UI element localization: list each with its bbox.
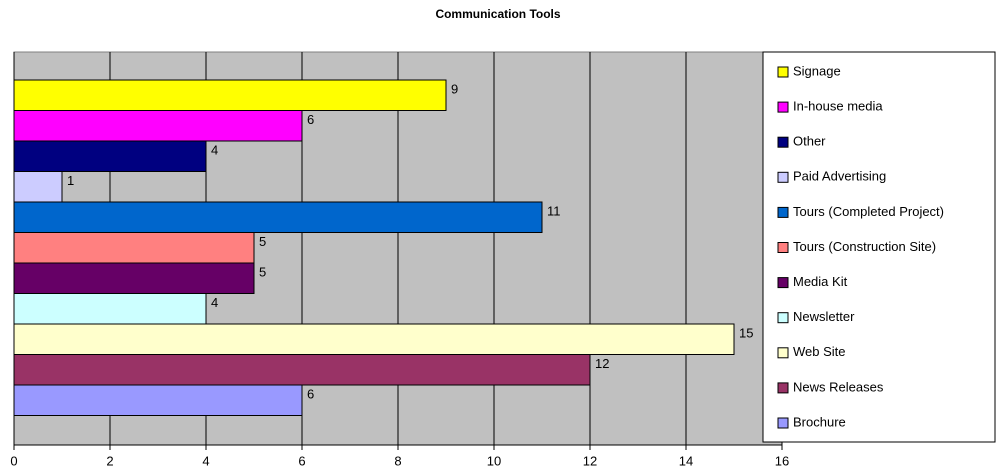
legend-label: Web Site bbox=[793, 344, 846, 359]
x-tick-label: 16 bbox=[775, 453, 789, 468]
legend-label: Newsletter bbox=[793, 309, 855, 324]
legend-label: Tours (Completed Project) bbox=[793, 204, 944, 219]
chart-title: Communication Tools bbox=[435, 7, 560, 21]
data-label: 4 bbox=[211, 142, 218, 157]
bar bbox=[13, 262, 255, 294]
data-label: 4 bbox=[211, 295, 218, 310]
bar bbox=[13, 354, 591, 386]
bar bbox=[13, 232, 255, 264]
data-label: 12 bbox=[595, 356, 609, 371]
legend-swatch bbox=[777, 242, 789, 253]
x-tick-label: 8 bbox=[394, 453, 401, 468]
bar bbox=[13, 171, 63, 203]
legend-swatch bbox=[777, 136, 789, 148]
bar bbox=[13, 140, 207, 172]
legend-swatch bbox=[777, 101, 789, 113]
data-label: 6 bbox=[307, 112, 314, 127]
bar bbox=[13, 201, 543, 233]
legend bbox=[762, 51, 996, 443]
bar bbox=[13, 110, 303, 142]
legend-swatch bbox=[777, 66, 789, 78]
bar bbox=[13, 384, 303, 416]
legend-swatch bbox=[777, 347, 789, 359]
legend-swatch bbox=[777, 312, 789, 324]
data-label: 9 bbox=[451, 81, 458, 96]
data-label: 6 bbox=[307, 386, 314, 401]
legend-label: News Releases bbox=[793, 379, 884, 394]
legend-label: Signage bbox=[793, 63, 841, 78]
x-tick-label: 6 bbox=[298, 453, 305, 468]
x-tick-label: 2 bbox=[106, 453, 113, 468]
data-label: 5 bbox=[259, 234, 266, 249]
legend-label: Tours (Construction Site) bbox=[793, 239, 936, 254]
legend-label: Other bbox=[793, 134, 826, 149]
legend-label: Paid Advertising bbox=[793, 169, 886, 184]
legend-label: In-house media bbox=[793, 99, 883, 114]
bar bbox=[13, 79, 447, 111]
x-tick-label: 4 bbox=[202, 453, 209, 468]
legend-label: Media Kit bbox=[793, 274, 848, 289]
x-tick-label: 12 bbox=[583, 453, 597, 468]
data-label: 11 bbox=[547, 203, 561, 218]
x-tick-label: 14 bbox=[679, 453, 693, 468]
data-label: 5 bbox=[259, 264, 266, 279]
legend-swatch bbox=[777, 417, 789, 429]
data-label: 15 bbox=[739, 325, 753, 340]
bar bbox=[13, 293, 207, 325]
legend-swatch bbox=[777, 382, 789, 394]
legend-swatch bbox=[777, 206, 789, 218]
data-label: 1 bbox=[67, 173, 74, 188]
legend-label: Brochure bbox=[793, 414, 846, 429]
legend-swatch bbox=[777, 171, 789, 183]
x-tick-label: 0 bbox=[10, 453, 17, 468]
legend-swatch bbox=[777, 277, 789, 289]
bar bbox=[13, 323, 735, 355]
x-tick-label: 10 bbox=[487, 453, 501, 468]
